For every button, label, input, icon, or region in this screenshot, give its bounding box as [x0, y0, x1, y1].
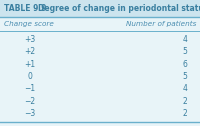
Text: −2: −2	[24, 97, 36, 106]
Text: 4: 4	[183, 84, 187, 93]
Text: 2: 2	[183, 109, 187, 118]
Text: 0: 0	[28, 72, 32, 81]
Text: Number of patients: Number of patients	[126, 21, 196, 27]
Text: TABLE 9.9: TABLE 9.9	[4, 4, 46, 13]
Text: −1: −1	[24, 84, 36, 93]
Text: 2: 2	[183, 97, 187, 106]
Bar	[0, 17, 200, 126]
Text: 6: 6	[183, 60, 187, 69]
Text: +3: +3	[24, 35, 36, 44]
Text: 5: 5	[183, 72, 187, 81]
Text: 5: 5	[183, 47, 187, 56]
Text: Degree of change in periodontal status: Degree of change in periodontal status	[38, 4, 200, 13]
Text: +2: +2	[24, 47, 36, 56]
Bar	[0, 0, 200, 17]
Text: −3: −3	[24, 109, 36, 118]
Text: 4: 4	[183, 35, 187, 44]
Text: +1: +1	[24, 60, 36, 69]
Text: Change score: Change score	[4, 21, 54, 27]
